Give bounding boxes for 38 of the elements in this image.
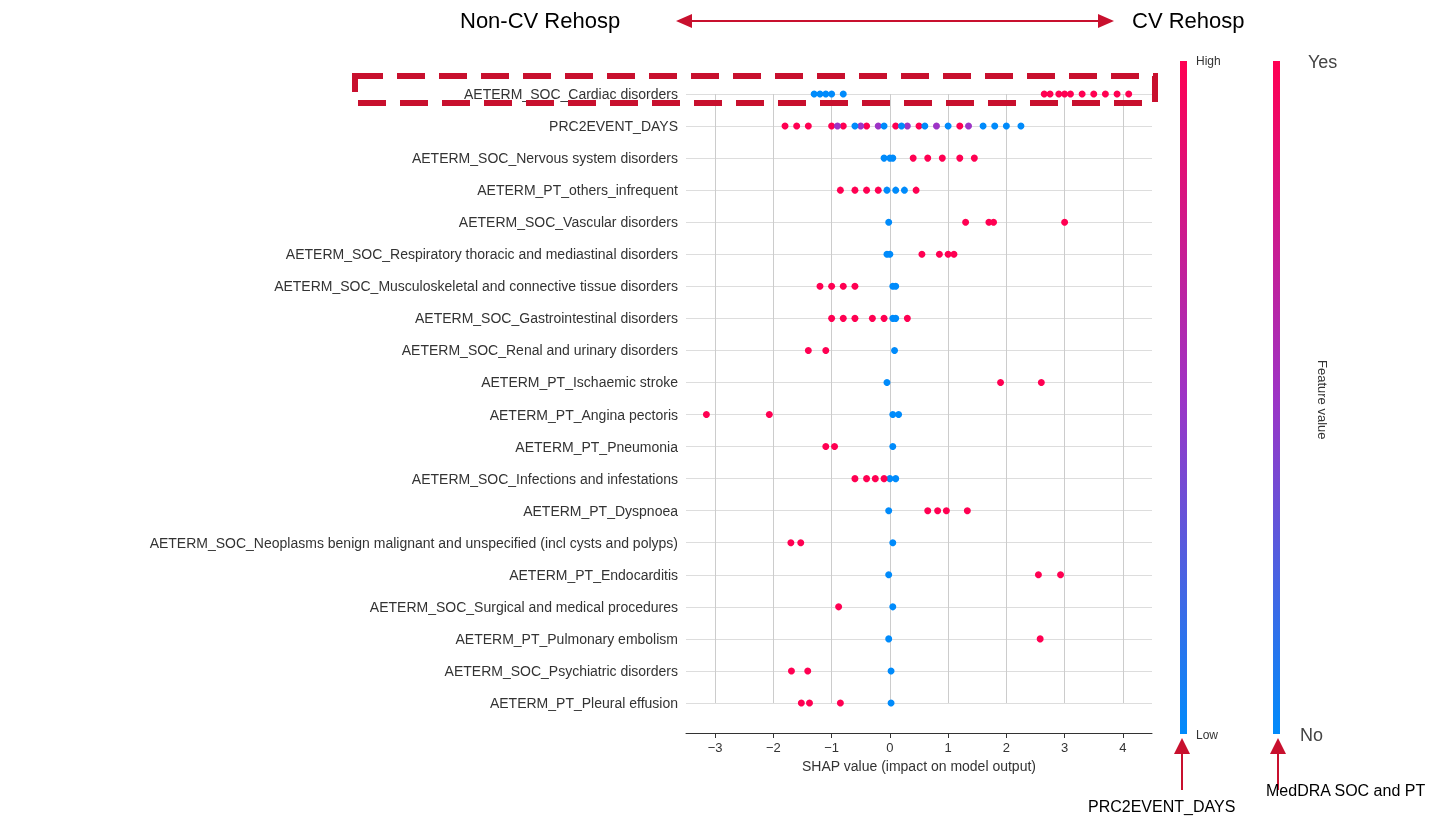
- y-tick-label: AETERM_PT_Pleural effusion: [489, 695, 678, 711]
- text: No: [1300, 725, 1324, 746]
- y-tick-label: AETERM_PT_Ischaemic stroke: [481, 374, 679, 391]
- text: PRC2EVENT_DAYS: [1088, 798, 1236, 816]
- x-tick-label: 3: [1061, 740, 1069, 755]
- text: Low: [1196, 728, 1219, 742]
- text: High: [1196, 54, 1221, 68]
- color-bar-title: Feature value: [1315, 360, 1330, 440]
- y-tick-label: AETERM_SOC_Gastrointestinal disorders: [415, 310, 678, 327]
- y-tick-label: AETERM_PT_Angina pectoris: [489, 406, 678, 423]
- y-tick-label: AETERM_PT_Pulmonary embolism: [455, 630, 678, 647]
- y-tick-label: AETERM_SOC_Surgical and medical procedures: [369, 598, 678, 615]
- y-tick-label: PRC2EVENT_DAYS: [549, 118, 678, 135]
- y-tick-label: AETERM_SOC_Musculoskeletal and connective tissue disorders: [274, 278, 678, 295]
- text: MedDRA SOC and PT: [1266, 782, 1426, 800]
- x-axis-title: SHAP value (impact on model output): [802, 758, 1036, 774]
- x-tick-label: −3: [707, 740, 723, 755]
- x-tick-label: 1: [944, 740, 952, 755]
- x-tick-label: 0: [886, 740, 894, 755]
- y-tick-label: AETERM_PT_others_infrequent: [477, 182, 679, 199]
- y-tick-label: AETERM_SOC_Renal and urinary disorders: [401, 342, 678, 359]
- y-tick-label: AETERM_SOC_Neoplasms benign malignant and unspecified (incl cysts and polyps): [149, 534, 678, 551]
- text: Non-CV Rehosp: [460, 8, 621, 34]
- y-tick-label: AETERM_SOC_Respiratory thoracic and mediastinal disorders: [285, 246, 678, 263]
- y-tick-label: AETERM_SOC_Vascular disorders: [458, 214, 678, 231]
- y-tick-label: AETERM_SOC_Cardiac disorders: [464, 86, 678, 102]
- y-tick-label: AETERM_SOC_Nervous system disorders: [411, 150, 678, 167]
- text: CV Rehosp: [1132, 8, 1245, 34]
- y-tick-label: AETERM_PT_Endocarditis: [509, 566, 678, 583]
- x-tick-label: 2: [1002, 740, 1010, 755]
- x-tick-label: −1: [824, 740, 840, 755]
- y-tick-label: AETERM_SOC_Infections and infestations: [411, 470, 678, 487]
- y-tick-label: AETERM_PT_Pneumonia: [515, 438, 679, 455]
- y-tick-label: AETERM_PT_Dyspnoea: [523, 502, 679, 519]
- y-tick-label: AETERM_SOC_Psychiatric disorders: [444, 662, 678, 679]
- x-tick-label: −2: [765, 740, 781, 755]
- x-tick-label: 4: [1119, 740, 1127, 755]
- text: Yes: [1308, 52, 1338, 73]
